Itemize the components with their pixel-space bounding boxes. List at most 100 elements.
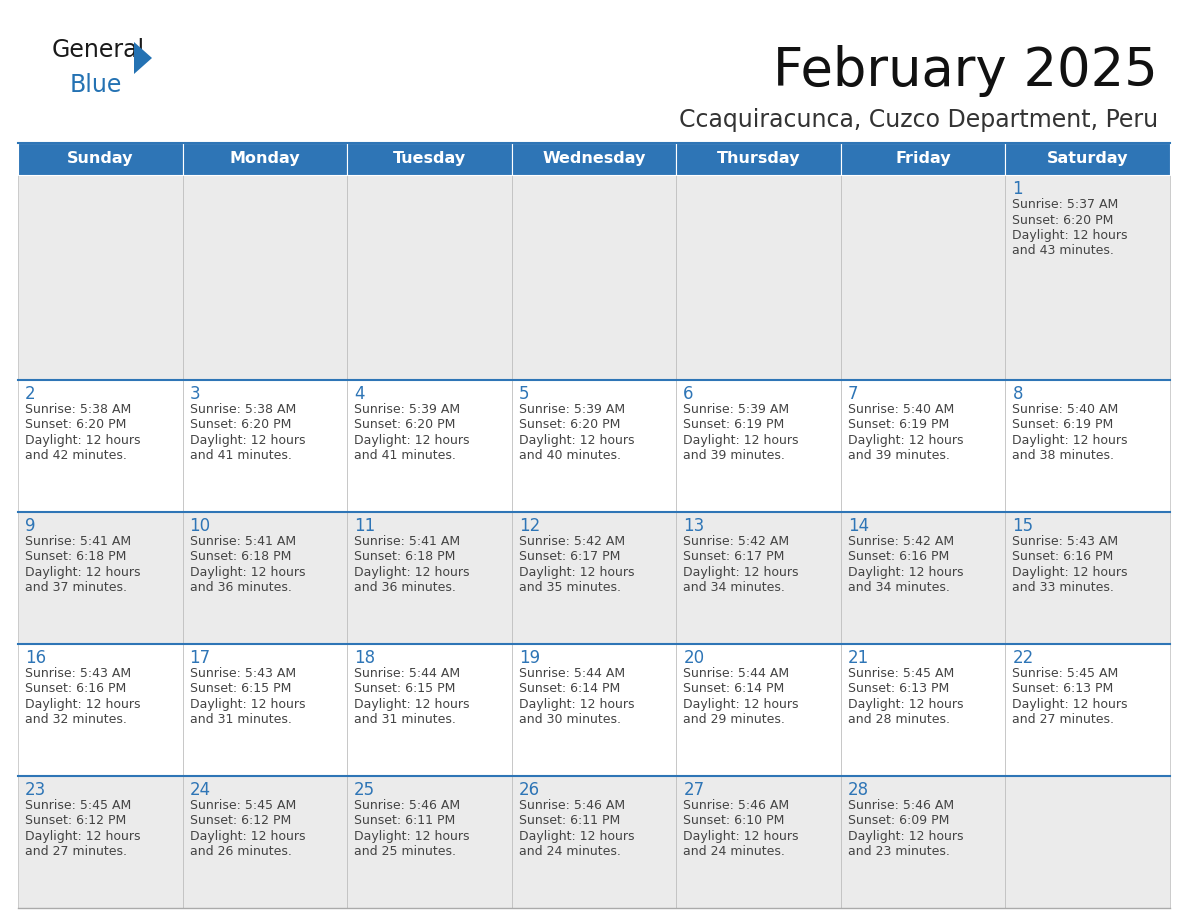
Text: Daylight: 12 hours: Daylight: 12 hours	[190, 698, 305, 711]
Text: Sunset: 6:18 PM: Sunset: 6:18 PM	[190, 550, 291, 564]
Text: Sunset: 6:20 PM: Sunset: 6:20 PM	[1012, 214, 1114, 227]
Bar	[841, 380, 1005, 511]
Text: Sunset: 6:16 PM: Sunset: 6:16 PM	[848, 550, 949, 564]
Text: Sunrise: 5:45 AM: Sunrise: 5:45 AM	[848, 666, 954, 680]
Text: Sunrise: 5:41 AM: Sunrise: 5:41 AM	[190, 535, 296, 548]
Bar	[347, 175, 512, 380]
Text: and 25 minutes.: and 25 minutes.	[354, 845, 456, 858]
Text: and 24 minutes.: and 24 minutes.	[519, 845, 620, 858]
Text: Sunday: Sunday	[67, 151, 133, 166]
Text: Sunset: 6:17 PM: Sunset: 6:17 PM	[683, 550, 784, 564]
Text: 25: 25	[354, 781, 375, 799]
Text: and 35 minutes.: and 35 minutes.	[519, 581, 620, 594]
Bar	[1005, 380, 1170, 511]
Text: Daylight: 12 hours: Daylight: 12 hours	[519, 830, 634, 843]
Text: 10: 10	[190, 517, 210, 535]
Text: 18: 18	[354, 649, 375, 666]
Text: Daylight: 12 hours: Daylight: 12 hours	[848, 698, 963, 711]
Text: Sunrise: 5:39 AM: Sunrise: 5:39 AM	[354, 403, 460, 416]
Text: 1: 1	[1012, 180, 1023, 198]
Text: Daylight: 12 hours: Daylight: 12 hours	[683, 698, 798, 711]
Text: 3: 3	[190, 385, 201, 403]
Bar	[18, 175, 183, 380]
Text: 12: 12	[519, 517, 541, 535]
Text: and 31 minutes.: and 31 minutes.	[354, 713, 456, 726]
Text: Daylight: 12 hours: Daylight: 12 hours	[354, 830, 469, 843]
Text: Daylight: 12 hours: Daylight: 12 hours	[354, 698, 469, 711]
Text: 4: 4	[354, 385, 365, 403]
Text: and 39 minutes.: and 39 minutes.	[848, 449, 949, 462]
Text: Sunset: 6:15 PM: Sunset: 6:15 PM	[190, 682, 291, 695]
Bar	[841, 776, 1005, 908]
Text: Daylight: 12 hours: Daylight: 12 hours	[519, 565, 634, 578]
Bar	[676, 143, 841, 175]
Text: and 36 minutes.: and 36 minutes.	[354, 581, 456, 594]
Text: Sunrise: 5:39 AM: Sunrise: 5:39 AM	[683, 403, 789, 416]
Text: and 23 minutes.: and 23 minutes.	[848, 845, 949, 858]
Bar	[18, 776, 183, 908]
Text: 7: 7	[848, 385, 859, 403]
Bar	[347, 143, 512, 175]
Text: Sunrise: 5:46 AM: Sunrise: 5:46 AM	[519, 799, 625, 812]
Text: Daylight: 12 hours: Daylight: 12 hours	[25, 433, 140, 447]
Text: Sunrise: 5:37 AM: Sunrise: 5:37 AM	[1012, 198, 1119, 211]
Text: Daylight: 12 hours: Daylight: 12 hours	[190, 565, 305, 578]
Text: Daylight: 12 hours: Daylight: 12 hours	[683, 433, 798, 447]
Bar	[676, 644, 841, 776]
Text: Daylight: 12 hours: Daylight: 12 hours	[25, 565, 140, 578]
Text: and 29 minutes.: and 29 minutes.	[683, 713, 785, 726]
Text: Sunset: 6:20 PM: Sunset: 6:20 PM	[25, 419, 126, 431]
Text: Sunrise: 5:41 AM: Sunrise: 5:41 AM	[354, 535, 460, 548]
Bar	[183, 143, 347, 175]
Text: Daylight: 12 hours: Daylight: 12 hours	[354, 433, 469, 447]
Text: Sunrise: 5:43 AM: Sunrise: 5:43 AM	[1012, 535, 1119, 548]
Text: Sunrise: 5:41 AM: Sunrise: 5:41 AM	[25, 535, 131, 548]
Text: and 24 minutes.: and 24 minutes.	[683, 845, 785, 858]
Text: Daylight: 12 hours: Daylight: 12 hours	[1012, 698, 1127, 711]
Text: Sunset: 6:15 PM: Sunset: 6:15 PM	[354, 682, 455, 695]
Text: Sunset: 6:09 PM: Sunset: 6:09 PM	[848, 814, 949, 827]
Text: Sunset: 6:13 PM: Sunset: 6:13 PM	[848, 682, 949, 695]
Text: Monday: Monday	[229, 151, 301, 166]
Text: and 26 minutes.: and 26 minutes.	[190, 845, 291, 858]
Text: Sunset: 6:19 PM: Sunset: 6:19 PM	[1012, 419, 1113, 431]
Text: Sunrise: 5:45 AM: Sunrise: 5:45 AM	[25, 799, 131, 812]
Bar	[18, 511, 183, 644]
Text: Sunset: 6:20 PM: Sunset: 6:20 PM	[354, 419, 455, 431]
Bar	[183, 511, 347, 644]
Text: Sunrise: 5:42 AM: Sunrise: 5:42 AM	[519, 535, 625, 548]
Text: 23: 23	[25, 781, 46, 799]
Text: 6: 6	[683, 385, 694, 403]
Text: February 2025: February 2025	[773, 45, 1158, 97]
Text: and 36 minutes.: and 36 minutes.	[190, 581, 291, 594]
Text: Daylight: 12 hours: Daylight: 12 hours	[1012, 565, 1127, 578]
Text: and 43 minutes.: and 43 minutes.	[1012, 244, 1114, 258]
Polygon shape	[134, 42, 152, 74]
Text: Sunset: 6:10 PM: Sunset: 6:10 PM	[683, 814, 784, 827]
Text: Sunrise: 5:46 AM: Sunrise: 5:46 AM	[683, 799, 789, 812]
Text: Daylight: 12 hours: Daylight: 12 hours	[519, 433, 634, 447]
Text: Daylight: 12 hours: Daylight: 12 hours	[683, 830, 798, 843]
Text: Daylight: 12 hours: Daylight: 12 hours	[190, 830, 305, 843]
Text: and 34 minutes.: and 34 minutes.	[848, 581, 949, 594]
Bar	[512, 776, 676, 908]
Text: Sunrise: 5:45 AM: Sunrise: 5:45 AM	[1012, 666, 1119, 680]
Text: and 42 minutes.: and 42 minutes.	[25, 449, 127, 462]
Bar	[347, 511, 512, 644]
Text: Sunset: 6:20 PM: Sunset: 6:20 PM	[519, 419, 620, 431]
Text: Blue: Blue	[70, 73, 122, 97]
Text: Sunrise: 5:42 AM: Sunrise: 5:42 AM	[848, 535, 954, 548]
Bar	[18, 644, 183, 776]
Text: Daylight: 12 hours: Daylight: 12 hours	[1012, 229, 1127, 242]
Bar	[1005, 776, 1170, 908]
Text: Sunset: 6:13 PM: Sunset: 6:13 PM	[1012, 682, 1113, 695]
Text: 8: 8	[1012, 385, 1023, 403]
Text: 27: 27	[683, 781, 704, 799]
Text: Daylight: 12 hours: Daylight: 12 hours	[519, 698, 634, 711]
Bar	[1005, 511, 1170, 644]
Text: Saturday: Saturday	[1047, 151, 1129, 166]
Text: Daylight: 12 hours: Daylight: 12 hours	[25, 830, 140, 843]
Bar	[183, 175, 347, 380]
Text: 20: 20	[683, 649, 704, 666]
Text: 24: 24	[190, 781, 210, 799]
